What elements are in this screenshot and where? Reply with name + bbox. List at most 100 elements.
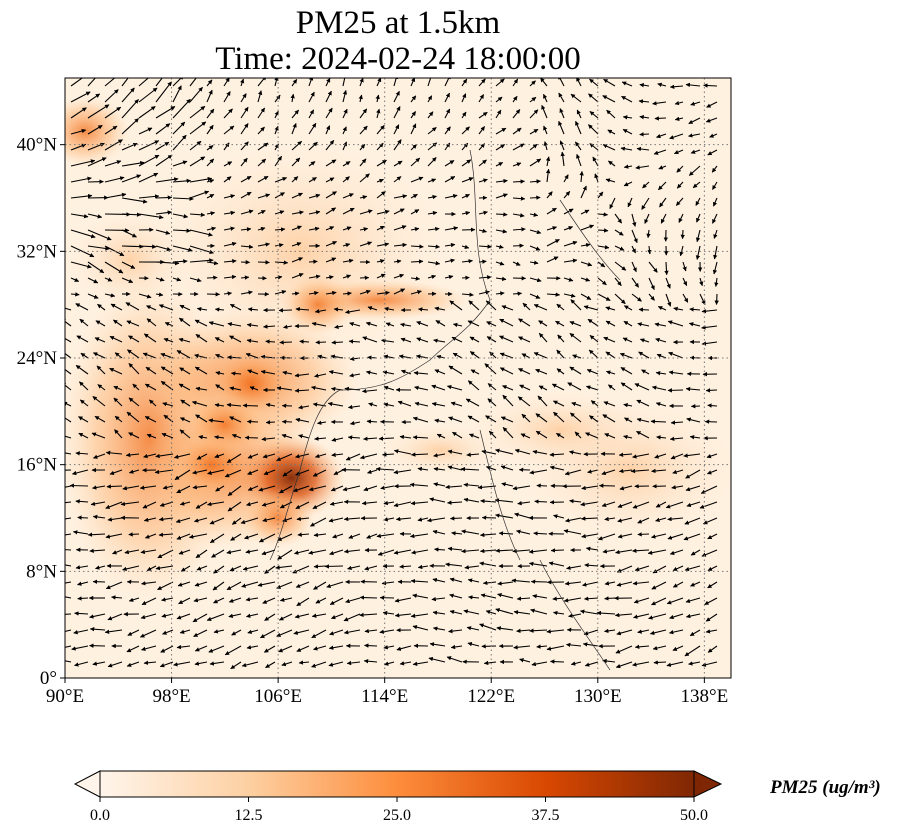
wind-arrow	[155, 106, 176, 119]
wind-arrow	[636, 399, 650, 407]
wind-arrow	[214, 337, 225, 343]
wind-arrow	[580, 277, 591, 282]
wind-arrow	[495, 127, 507, 135]
wind-arrow	[452, 431, 463, 439]
wind-arrow	[546, 207, 557, 215]
wind-arrow	[622, 115, 633, 120]
wind-arrow	[512, 179, 525, 184]
wind-arrow	[138, 194, 160, 199]
wind-arrow	[246, 338, 259, 344]
wind-arrow	[529, 143, 538, 151]
wind-arrow	[692, 181, 701, 189]
wind-arrow	[189, 229, 213, 237]
wind-arrow	[192, 485, 208, 490]
wind-arrow	[121, 160, 145, 167]
wind-arrow	[87, 93, 101, 103]
wind-arrow	[393, 259, 402, 264]
wind-arrow	[291, 109, 300, 119]
wind-arrow	[410, 259, 424, 264]
wind-arrow	[512, 243, 524, 248]
wind-arrow	[342, 193, 354, 199]
wind-arrow	[638, 351, 650, 359]
wind-arrow	[376, 225, 385, 231]
wind-arrow	[274, 94, 281, 103]
wind-arrow	[638, 99, 650, 104]
wind-arrow	[376, 273, 386, 279]
wind-arrow	[376, 178, 384, 183]
wind-arrow	[623, 164, 633, 169]
wind-arrow	[104, 192, 127, 199]
wind-arrow	[77, 596, 89, 601]
wind-arrow	[179, 367, 191, 375]
wind-arrow	[461, 159, 472, 167]
wind-arrow	[125, 452, 140, 458]
wind-arrow	[274, 260, 289, 265]
wind-arrow	[240, 290, 253, 295]
wind-arrow	[308, 122, 317, 135]
wind-arrow	[154, 469, 174, 475]
wind-arrow	[179, 417, 191, 423]
wind-arrow	[695, 229, 701, 243]
wind-arrow	[703, 83, 718, 88]
wind-arrow	[276, 386, 293, 391]
wind-arrow	[529, 277, 542, 283]
wind-arrow	[560, 151, 565, 167]
lon-tick-label: 106°E	[254, 686, 302, 707]
wind-arrow	[121, 229, 137, 238]
wind-arrow	[223, 142, 230, 151]
wind-arrow	[376, 290, 390, 296]
wind-arrow	[229, 335, 242, 343]
wind-arrow	[308, 274, 321, 279]
wind-arrow	[558, 78, 565, 87]
wind-arrow	[410, 244, 424, 249]
wind-arrow	[104, 106, 122, 119]
wind-arrow	[257, 242, 270, 247]
wind-arrow	[499, 335, 514, 343]
wind-arrow	[146, 305, 157, 311]
wind-arrow	[229, 416, 242, 423]
wind-arrow	[214, 453, 225, 459]
wind-arrow	[70, 193, 93, 199]
wind-arrow	[155, 210, 173, 215]
wind-arrow	[121, 118, 139, 135]
wind-arrow	[349, 373, 361, 378]
wind-arrow	[427, 111, 434, 119]
wind-arrow	[317, 420, 327, 425]
wind-arrow	[70, 78, 84, 87]
wind-arrow	[376, 125, 385, 135]
wind-arrow	[195, 333, 208, 343]
wind-arrow	[623, 320, 633, 327]
wind-arrow	[359, 241, 373, 247]
wind-arrow	[653, 660, 667, 665]
wind-arrow	[713, 229, 718, 239]
wind-arrow	[358, 94, 363, 103]
wind-arrow	[229, 386, 242, 391]
wind-arrow	[444, 226, 459, 231]
wind-arrow	[541, 104, 548, 119]
wind-arrow	[621, 95, 633, 103]
wind-arrow	[265, 402, 276, 408]
wind-arrow	[138, 213, 164, 220]
wind-arrow	[92, 395, 106, 407]
wind-arrow	[172, 160, 188, 167]
wind-arrow	[630, 468, 650, 474]
wind-arrow	[478, 94, 485, 103]
wind-arrow	[376, 242, 390, 247]
wind-arrow	[79, 399, 89, 407]
wind-arrow	[597, 191, 604, 199]
wind-arrow	[580, 224, 595, 231]
wind-arrow	[87, 78, 97, 87]
wind-arrow	[619, 485, 633, 491]
wind-arrow	[312, 469, 327, 477]
wind-arrow	[104, 160, 122, 167]
wind-arrow	[162, 402, 174, 407]
wind-arrow	[452, 322, 463, 328]
wind-arrow	[606, 109, 616, 119]
wind-arrow	[172, 121, 186, 135]
wind-arrow	[614, 213, 623, 224]
wind-arrow	[189, 156, 206, 167]
wind-arrow	[367, 469, 378, 474]
wind-arrow	[652, 101, 667, 106]
wind-arrow	[538, 332, 548, 343]
wind-arrow	[87, 277, 99, 284]
